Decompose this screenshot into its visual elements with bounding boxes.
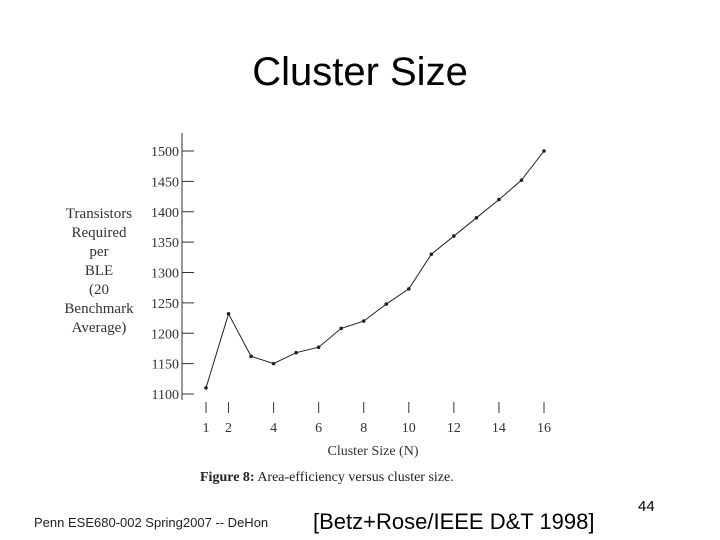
- footer-course: Penn ESE680-002 Spring2007 -- DeHon: [34, 515, 269, 530]
- y-axis-label-line: Benchmark: [64, 301, 134, 317]
- figure-caption-text: Area-efficiency versus cluster size.: [257, 470, 454, 485]
- y-tick-label: 1150: [152, 358, 179, 373]
- data-point: [361, 319, 366, 323]
- x-axis-label: Cluster Size (N): [328, 444, 419, 459]
- footer-citation: [Betz+Rose/IEEE D&T 1998]: [313, 509, 595, 534]
- y-tick-label: 1500: [151, 145, 179, 160]
- data-point: [204, 386, 208, 390]
- data-point: [316, 345, 321, 350]
- figure-caption-label: Figure 8:: [200, 470, 255, 485]
- data-point: [271, 361, 276, 366]
- data-point: [226, 312, 231, 316]
- x-tick-label: 12: [447, 421, 461, 436]
- data-point: [407, 287, 411, 291]
- x-tick-label: 4: [270, 421, 277, 436]
- data-point: [384, 302, 389, 306]
- y-tick-label: 1350: [151, 236, 179, 251]
- y-axis-label: Transistors Required per BLE (20 Benchma…: [58, 205, 140, 338]
- y-axis-label-line: BLE: [84, 263, 114, 279]
- page-number: 44: [638, 498, 655, 515]
- y-tick-label: 1100: [152, 388, 179, 403]
- chart-marks: [204, 149, 546, 390]
- chart-axes: 1100 1150 1200 1250 1300 1350 1400 1450 1500 1 2 4 6…: [151, 133, 551, 436]
- x-tick-label: 1: [203, 421, 210, 436]
- y-tick-label: 1300: [151, 267, 179, 282]
- data-point: [294, 350, 298, 355]
- data-point: [339, 326, 344, 331]
- data-point: [452, 234, 456, 238]
- data-point: [497, 197, 501, 202]
- x-tick-label: 16: [537, 421, 551, 436]
- y-tick-label: 1250: [151, 297, 179, 312]
- data-point: [474, 216, 479, 220]
- x-tick-label: 8: [360, 421, 367, 436]
- y-tick-label: 1400: [151, 206, 179, 221]
- y-tick-label: 1200: [151, 327, 179, 342]
- x-tick-label: 10: [402, 421, 416, 436]
- y-tick-label: 1450: [151, 175, 179, 190]
- data-point: [542, 149, 546, 153]
- data-point: [429, 252, 434, 257]
- x-tick-label: 6: [315, 421, 322, 436]
- slide-title: Cluster Size: [252, 50, 468, 94]
- y-axis-label-line: Transistors: [65, 206, 133, 222]
- y-axis-label-line: (20: [89, 282, 109, 298]
- data-point: [249, 354, 253, 359]
- figure-caption: Figure 8: Area-efficiency versus cluster…: [200, 470, 454, 486]
- y-axis-label-line: Average): [71, 320, 127, 336]
- y-axis-label-line: Required: [71, 225, 127, 241]
- x-tick-label: 14: [492, 421, 506, 436]
- x-tick-label: 2: [225, 421, 232, 436]
- y-axis-label-line: per: [89, 244, 109, 260]
- data-point: [519, 178, 524, 182]
- series-line: [205, 150, 545, 389]
